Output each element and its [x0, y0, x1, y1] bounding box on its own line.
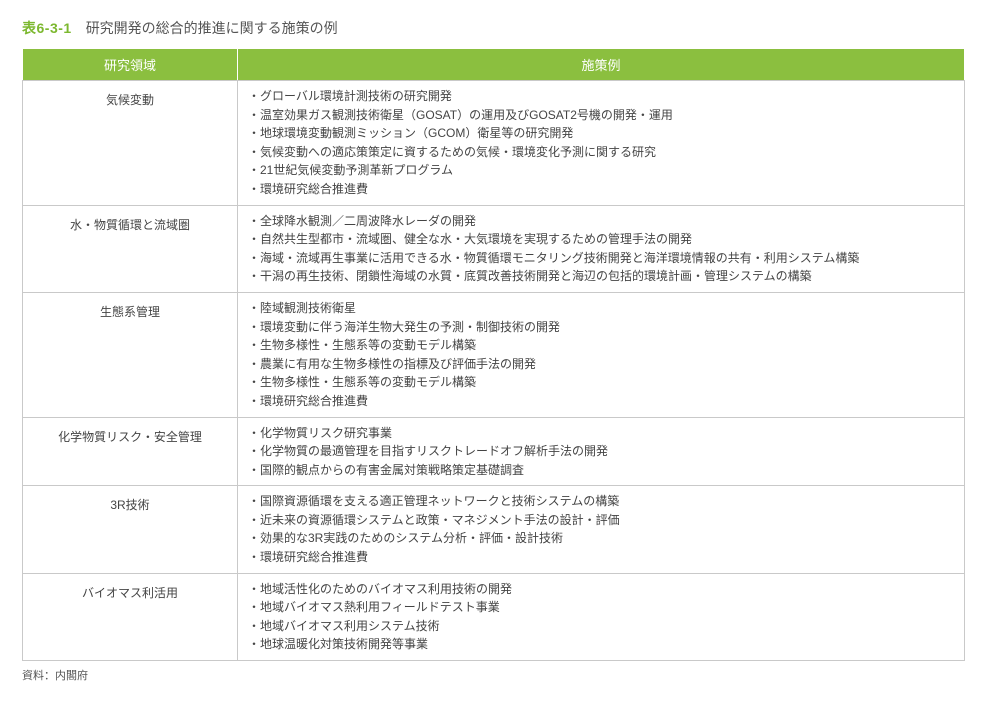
- table-title: 研究開発の総合的推進に関する施策の例: [86, 18, 338, 38]
- policy-item: ・生物多様性・生態系等の変動モデル構築: [248, 336, 954, 355]
- table-row: 水・物質循環と流域圏・全球降水観測／二周波降水レーダの開発・自然共生型都市・流域…: [23, 205, 965, 292]
- policy-item: ・地球環境変動観測ミッション（GCOM）衛星等の研究開発: [248, 124, 954, 143]
- policy-item: ・地域バイオマス熱利用フィールドテスト事業: [248, 598, 954, 617]
- policy-item: ・化学物質リスク研究事業: [248, 424, 954, 443]
- domain-cell: 生態系管理: [23, 292, 238, 417]
- policy-item: ・地域バイオマス利用システム技術: [248, 617, 954, 636]
- col-domain: 研究領域: [23, 49, 238, 81]
- policy-item: ・環境変動に伴う海洋生物大発生の予測・制御技術の開発: [248, 318, 954, 337]
- policy-item: ・陸域観測技術衛星: [248, 299, 954, 318]
- policy-item: ・国際的観点からの有害金属対策戦略策定基礎調査: [248, 461, 954, 480]
- policy-item: ・21世紀気候変動予測革新プログラム: [248, 161, 954, 180]
- policy-item: ・気候変動への適応策策定に資するための気候・環境変化予測に関する研究: [248, 143, 954, 162]
- col-policy: 施策例: [238, 49, 965, 81]
- policy-item: ・近未来の資源循環システムと政策・マネジメント手法の設計・評価: [248, 511, 954, 530]
- source-note: 資料：内閣府: [22, 667, 965, 683]
- policy-cell: ・化学物質リスク研究事業・化学物質の最適管理を目指すリスクトレードオフ解析手法の…: [238, 417, 965, 486]
- policy-cell: ・全球降水観測／二周波降水レーダの開発・自然共生型都市・流域圏、健全な水・大気環…: [238, 205, 965, 292]
- policy-item: ・環境研究総合推進費: [248, 392, 954, 411]
- policy-table: 研究領域 施策例 気候変動・グローバル環境計測技術の研究開発・温室効果ガス観測技…: [22, 48, 965, 661]
- table-header-row: 研究領域 施策例: [23, 49, 965, 81]
- table-row: 気候変動・グローバル環境計測技術の研究開発・温室効果ガス観測技術衛星（GOSAT…: [23, 81, 965, 206]
- policy-item: ・生物多様性・生態系等の変動モデル構築: [248, 373, 954, 392]
- policy-item: ・海域・流域再生事業に活用できる水・物質循環モニタリング技術開発と海洋環境情報の…: [248, 249, 954, 268]
- policy-cell: ・グローバル環境計測技術の研究開発・温室効果ガス観測技術衛星（GOSAT）の運用…: [238, 81, 965, 206]
- policy-item: ・全球降水観測／二周波降水レーダの開発: [248, 212, 954, 231]
- policy-item: ・自然共生型都市・流域圏、健全な水・大気環境を実現するための管理手法の開発: [248, 230, 954, 249]
- policy-item: ・国際資源循環を支える適正管理ネットワークと技術システムの構築: [248, 492, 954, 511]
- table-id: 表6-3-1: [22, 18, 72, 38]
- domain-cell: バイオマス利活用: [23, 573, 238, 660]
- domain-cell: 化学物質リスク・安全管理: [23, 417, 238, 486]
- policy-cell: ・陸域観測技術衛星・環境変動に伴う海洋生物大発生の予測・制御技術の開発・生物多様…: [238, 292, 965, 417]
- policy-item: ・干潟の再生技術、閉鎖性海域の水質・底質改善技術開発と海辺の包括的環境計画・管理…: [248, 267, 954, 286]
- domain-cell: 水・物質循環と流域圏: [23, 205, 238, 292]
- policy-cell: ・国際資源循環を支える適正管理ネットワークと技術システムの構築・近未来の資源循環…: [238, 486, 965, 573]
- policy-item: ・地域活性化のためのバイオマス利用技術の開発: [248, 580, 954, 599]
- domain-cell: 3R技術: [23, 486, 238, 573]
- domain-cell: 気候変動: [23, 81, 238, 206]
- policy-item: ・農業に有用な生物多様性の指標及び評価手法の開発: [248, 355, 954, 374]
- table-row: 化学物質リスク・安全管理・化学物質リスク研究事業・化学物質の最適管理を目指すリス…: [23, 417, 965, 486]
- policy-item: ・グローバル環境計測技術の研究開発: [248, 87, 954, 106]
- policy-item: ・環境研究総合推進費: [248, 180, 954, 199]
- table-caption: 表6-3-1 研究開発の総合的推進に関する施策の例: [22, 18, 965, 38]
- policy-item: ・地球温暖化対策技術開発等事業: [248, 635, 954, 654]
- table-row: バイオマス利活用・地域活性化のためのバイオマス利用技術の開発・地域バイオマス熱利…: [23, 573, 965, 660]
- policy-item: ・効果的な3R実践のためのシステム分析・評価・設計技術: [248, 529, 954, 548]
- table-row: 生態系管理・陸域観測技術衛星・環境変動に伴う海洋生物大発生の予測・制御技術の開発…: [23, 292, 965, 417]
- policy-item: ・環境研究総合推進費: [248, 548, 954, 567]
- table-row: 3R技術・国際資源循環を支える適正管理ネットワークと技術システムの構築・近未来の…: [23, 486, 965, 573]
- policy-cell: ・地域活性化のためのバイオマス利用技術の開発・地域バイオマス熱利用フィールドテス…: [238, 573, 965, 660]
- policy-item: ・化学物質の最適管理を目指すリスクトレードオフ解析手法の開発: [248, 442, 954, 461]
- policy-item: ・温室効果ガス観測技術衛星（GOSAT）の運用及びGOSAT2号機の開発・運用: [248, 106, 954, 125]
